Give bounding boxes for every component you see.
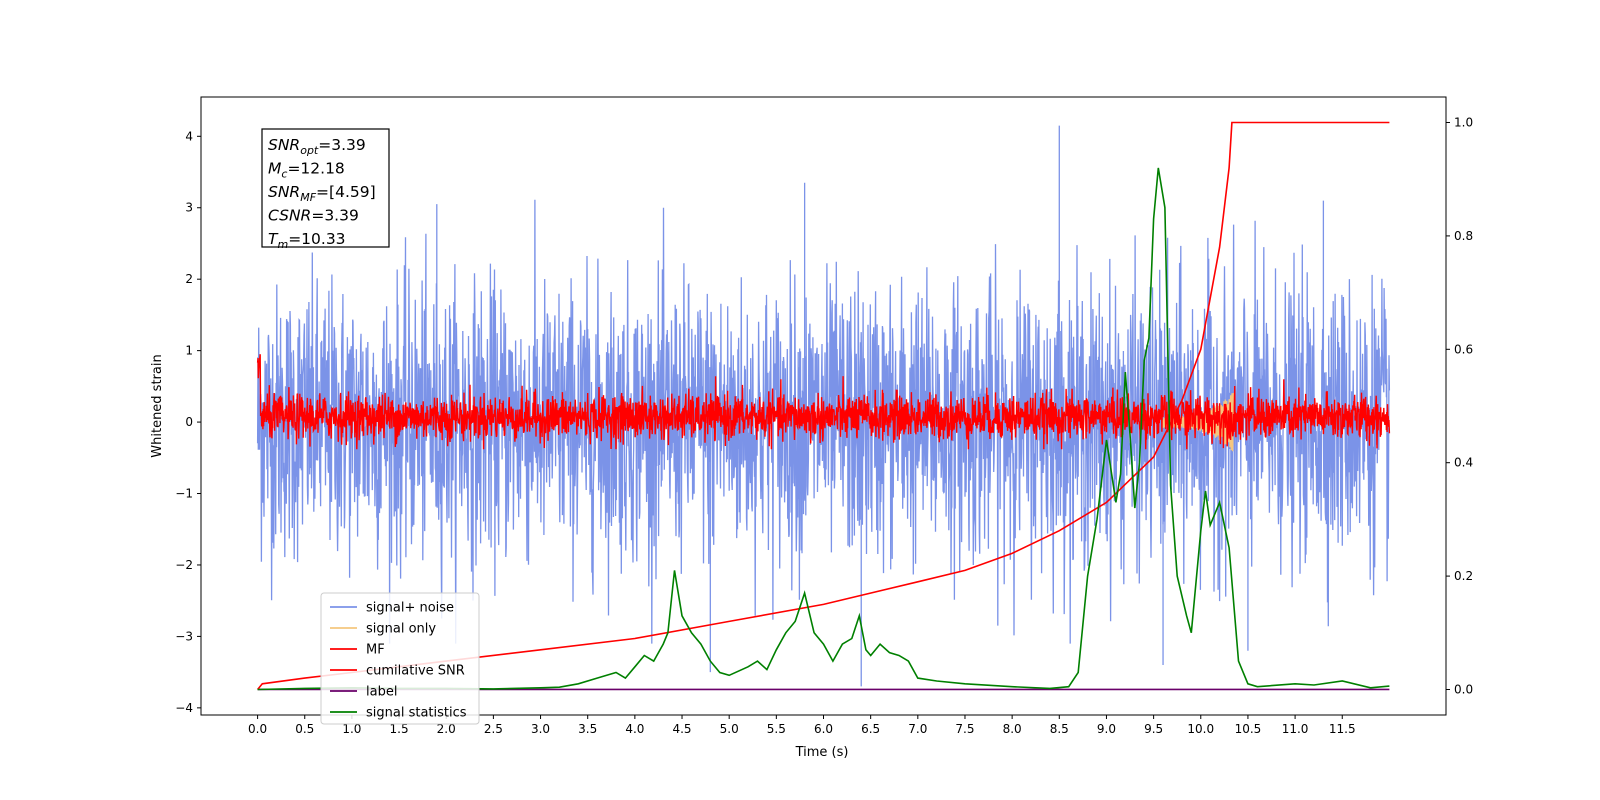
stats-line: CSNR=3.39 — [268, 207, 359, 225]
x-tick-label: 4.0 — [625, 722, 644, 736]
x-tick-label: 1.5 — [390, 722, 409, 736]
y-tick-label: −4 — [175, 701, 193, 715]
stats-symbol: CSNR — [268, 207, 311, 225]
x-tick-label: 11.5 — [1329, 722, 1356, 736]
x-tick-label: 5.0 — [720, 722, 739, 736]
stats-box: SNRopt=3.39Mc=12.18SNRMF=[4.59]CSNR=3.39… — [261, 128, 390, 251]
x-tick-label: 7.0 — [908, 722, 927, 736]
stats-subscript: MF — [300, 191, 316, 204]
x-tick-label: 8.0 — [1003, 722, 1022, 736]
stats-symbol: SNR — [268, 183, 300, 201]
y-axis-label: Whitened strain — [150, 354, 165, 457]
legend-label: cumilative SNR — [366, 664, 465, 679]
legend: signal+ noise signal only MF cumilative SNR… — [320, 592, 480, 725]
y2-tick-label: 0.4 — [1454, 456, 1473, 470]
y-tick-label: −1 — [175, 487, 193, 501]
stats-box-frame — [261, 128, 390, 248]
x-tick-label: 9.0 — [1097, 722, 1116, 736]
series-mf-line — [256, 354, 1391, 450]
stats-value: =3.39 — [318, 136, 366, 154]
x-axis-label: Time (s) — [795, 745, 849, 760]
y-tick-label: 2 — [185, 272, 193, 286]
legend-label: label — [366, 685, 397, 700]
x-tick-label: 6.5 — [861, 722, 880, 736]
y-tick-label: 0 — [185, 415, 193, 429]
x-tick-label: 8.5 — [1050, 722, 1069, 736]
legend-label: signal only — [366, 622, 436, 637]
legend-label: MF — [366, 643, 385, 658]
x-tick-label: 2.5 — [484, 722, 503, 736]
stats-value: =12.18 — [287, 160, 344, 178]
y2-tick-label: 0.2 — [1454, 569, 1473, 583]
legend-label: signal statistics — [366, 706, 467, 721]
x-tick-label: 2.0 — [437, 722, 456, 736]
stats-line: Mc=12.18 — [268, 160, 345, 181]
x-tick-label: 6.0 — [814, 722, 833, 736]
y-tick-label: −3 — [175, 629, 193, 643]
stats-symbol: SNR — [268, 136, 300, 154]
series-layer — [256, 121, 1391, 691]
x-tick-label: 5.5 — [767, 722, 786, 736]
stats-subscript: c — [281, 168, 287, 181]
x-tick-label: 7.5 — [955, 722, 974, 736]
y-tick-label: −2 — [175, 558, 193, 572]
x-tick-label: 4.5 — [672, 722, 691, 736]
stats-value: =3.39 — [311, 207, 359, 225]
x-tick-label: 0.0 — [248, 722, 267, 736]
x-axis: 0.0 0.5 1.0 1.5 2.0 2.5 3.0 3.5 4.0 4.5 5.0 5.5 6.0 6… — [248, 715, 1356, 736]
stats-value: =10.33 — [288, 230, 345, 248]
stats-subscript: m — [277, 238, 288, 251]
y-tick-label: 1 — [185, 344, 193, 358]
stats-symbol: M — [268, 160, 281, 178]
series-signal-statistics-line — [257, 167, 1390, 691]
stats-value: =[4.59] — [316, 183, 376, 201]
stats-line: SNRMF=[4.59] — [268, 183, 376, 204]
x-tick-label: 9.5 — [1144, 722, 1163, 736]
y-tick-label: 3 — [185, 201, 193, 215]
stats-line: SNRopt=3.39 — [268, 136, 366, 157]
x-tick-label: 0.5 — [295, 722, 314, 736]
x-tick-label: 1.0 — [342, 722, 361, 736]
y-axis-right: 0.0 0.2 0.4 0.6 0.8 1.0 — [1446, 116, 1473, 696]
legend-label: signal+ noise — [366, 601, 454, 616]
legend-frame — [320, 592, 480, 725]
stats-symbol: T — [268, 230, 279, 248]
x-tick-label: 3.5 — [578, 722, 597, 736]
x-tick-label: 10.5 — [1235, 722, 1262, 736]
stats-subscript: opt — [300, 144, 319, 157]
x-tick-label: 11.0 — [1282, 722, 1309, 736]
y-axis-left: −4 −3 −2 −1 0 1 2 3 4 — [175, 129, 201, 715]
y2-tick-label: 0.8 — [1454, 229, 1473, 243]
stats-line: Tm=10.33 — [268, 230, 346, 251]
y2-tick-label: 1.0 — [1454, 116, 1473, 130]
y2-tick-label: 0.6 — [1454, 342, 1473, 356]
x-tick-label: 3.0 — [531, 722, 550, 736]
y2-tick-label: 0.0 — [1454, 682, 1473, 696]
y-tick-label: 4 — [185, 129, 193, 143]
x-tick-label: 10.0 — [1187, 722, 1214, 736]
